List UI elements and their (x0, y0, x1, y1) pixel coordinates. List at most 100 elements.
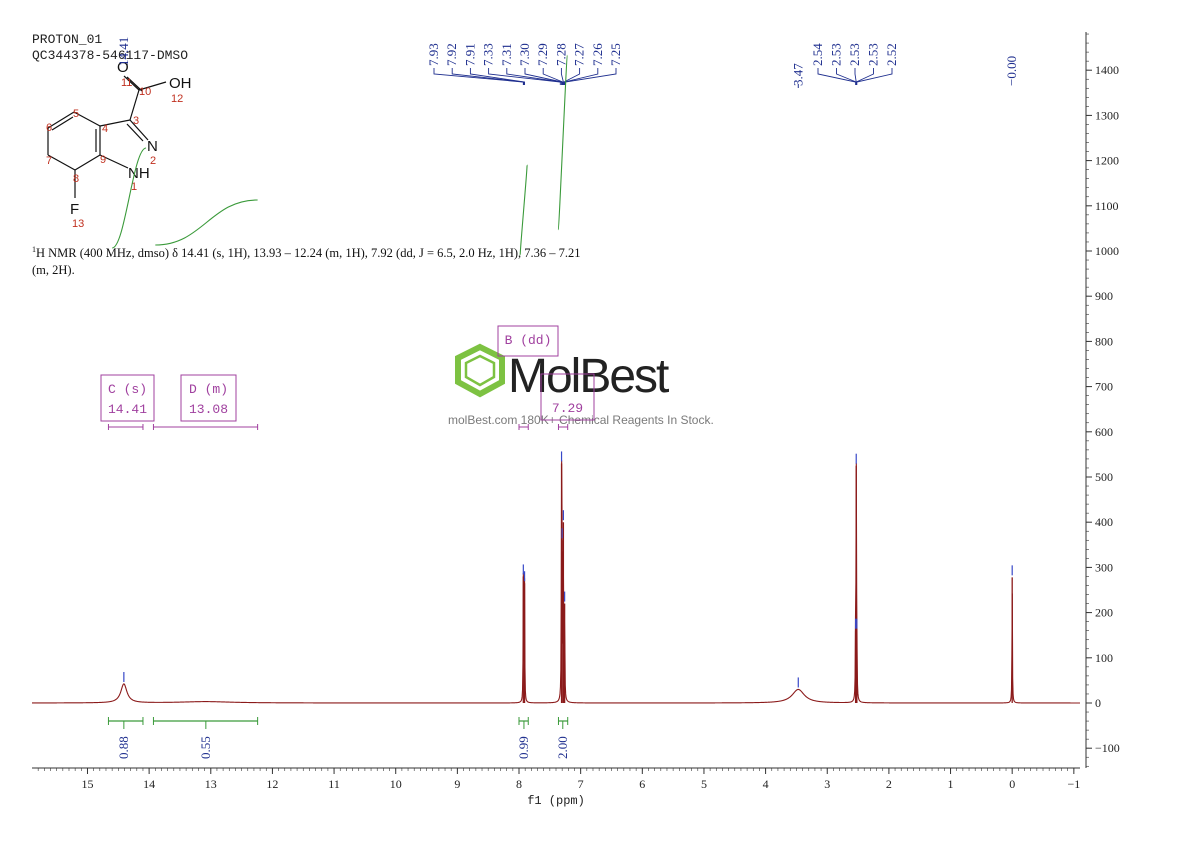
peak-label-aromatic-leader (564, 68, 599, 85)
y-tick-label: 1000 (1095, 244, 1119, 258)
peak-label-aromatic: 7.29 (535, 43, 550, 66)
integral-curve (155, 199, 258, 246)
peak-labels: 7.93 7.92 7.91 7.33 7.31 7.30 7.29 7.28 7.27 7.26… (116, 37, 1019, 88)
peak-label-dmso: 2.53 (866, 43, 881, 66)
nmr-isotope-superscript: 1 (32, 245, 36, 254)
peak-label-aromatic: 7.28 (553, 43, 568, 66)
x-tick-label: −1 (1067, 777, 1080, 791)
x-tick-label: 9 (454, 777, 460, 791)
y-tick-label: 700 (1095, 380, 1113, 394)
y-tick-label: 200 (1095, 606, 1113, 620)
multiplet-label: B (dd) (505, 333, 552, 348)
integral-curve (519, 164, 528, 256)
y-tick-label: 500 (1095, 470, 1113, 484)
x-axis-label: f1 (ppm) (527, 794, 585, 808)
peak-label-dmso-leader (836, 68, 857, 85)
atom-nh: NH (128, 165, 150, 182)
integral-curve (111, 147, 147, 249)
x-tick-label: 14 (143, 777, 155, 791)
y-tick-label: 600 (1095, 425, 1113, 439)
atom-number-6: 6 (46, 122, 52, 134)
x-tick-label: 2 (886, 777, 892, 791)
y-tick-label: −100 (1095, 741, 1120, 755)
multiplet-box (540, 373, 595, 421)
peak-label-3-47: 3.47 (790, 63, 805, 86)
peak-label-aromatic: 7.26 (590, 43, 605, 66)
peak-label-tms: −0.00 (1004, 56, 1019, 86)
peak-label-aromatic: 7.25 (608, 43, 623, 66)
nmr-description: 1H NMR (400 MHz, dmso) δ 14.41 (s, 1H), … (32, 241, 592, 279)
peak-label-14-41: 14.41 (116, 37, 131, 66)
peak-label-aromatic: 7.92 (444, 43, 459, 66)
x-tick-label: 7 (578, 777, 584, 791)
peak-label-dmso-leader (855, 68, 874, 85)
peak-label-aromatic: 7.31 (499, 43, 514, 66)
peak-label-dmso-leader (817, 68, 857, 85)
x-tick-label: 10 (390, 777, 402, 791)
atom-n: N (147, 138, 158, 155)
atom-number-4: 4 (102, 123, 108, 135)
hexagon-logo-icon (455, 343, 505, 398)
multiplet-box (180, 374, 237, 422)
peak-label-aromatic-leader (563, 68, 581, 85)
atom-number-11: 11 (121, 77, 132, 89)
integral-value: 0.88 (116, 736, 131, 759)
atom-number-10: 10 (139, 86, 151, 98)
integral-curve (557, 54, 568, 231)
spectrum-line (32, 460, 1080, 704)
peak-label-aromatic-leader (564, 68, 617, 85)
peak-label-aromatic-leader (506, 68, 562, 85)
atom-number-1: 1 (131, 181, 137, 193)
multiplet-shift: 7.29 (552, 401, 583, 416)
x-tick-label: 8 (516, 777, 522, 791)
x-tick-label: 12 (266, 777, 278, 791)
peak-label-aromatic-leader (542, 68, 564, 85)
atom-number-2: 2 (150, 155, 156, 167)
peak-label-aromatic-leader (488, 68, 561, 85)
x-tick-label: 6 (639, 777, 645, 791)
peak-label-aromatic: 7.33 (481, 43, 496, 66)
peak-label-aromatic: 7.27 (572, 43, 587, 66)
peak-label-aromatic: 7.91 (462, 43, 477, 66)
peak-label-dmso: 2.53 (847, 43, 862, 66)
y-tick-label: 900 (1095, 289, 1113, 303)
hexagon-inner-icon (464, 354, 496, 387)
molecule-structure: O OH N NH F 1 2 3 4 5 6 7 8 9 10 11 12 1… (46, 59, 192, 230)
atom-f: F (70, 201, 79, 218)
multiplet-label: D (m) (189, 382, 228, 397)
x-tick-label: 3 (824, 777, 830, 791)
multiplet-shift: 14.41 (108, 402, 147, 417)
atom-oh: OH (169, 75, 192, 92)
x-tick-label: 13 (205, 777, 217, 791)
atom-number-5: 5 (73, 108, 79, 120)
multiplet-box (100, 374, 155, 422)
spectrum-trace (32, 451, 1080, 704)
experiment-name: PROTON_01 (32, 32, 103, 47)
integral-value: 2.00 (555, 736, 570, 759)
x-tick-label: 1 (948, 777, 954, 791)
nmr-description-text: H NMR (400 MHz, dmso) δ 14.41 (s, 1H), 1… (32, 246, 581, 278)
atom-number-13: 13 (72, 218, 84, 230)
y-tick-label: 100 (1095, 651, 1113, 665)
watermark-brand: MolBest (508, 350, 669, 403)
integral-brackets: 0.88 0.55 0.99 2.00 (107, 717, 570, 759)
multiplet-boxes: C (s) 14.41 D (m) 13.08 B (dd) 7.29 (100, 325, 595, 430)
multiplet-box (497, 325, 559, 357)
atom-number-9: 9 (100, 154, 106, 166)
peak-label-aromatic-leader (524, 68, 563, 85)
y-tick-label: 0 (1095, 696, 1101, 710)
x-tick-label: 11 (328, 777, 340, 791)
atom-o: O (117, 59, 129, 76)
molecule-bonds (47, 75, 167, 198)
peak-label-aromatic-leader (451, 68, 525, 85)
peak-label-dmso: 2.52 (884, 43, 899, 66)
multiplet-label: C (s) (108, 382, 147, 397)
peak-label-dmso: 2.53 (829, 43, 844, 66)
atom-number-8: 8 (73, 173, 79, 185)
molbest-logo: MolBest (455, 343, 671, 403)
sample-id: QC344378-546117-DMSO (32, 48, 189, 63)
y-tick-label: 1300 (1095, 108, 1119, 122)
peak-label-aromatic-leader (560, 68, 564, 85)
peak-label-aromatic-leader (433, 68, 524, 85)
